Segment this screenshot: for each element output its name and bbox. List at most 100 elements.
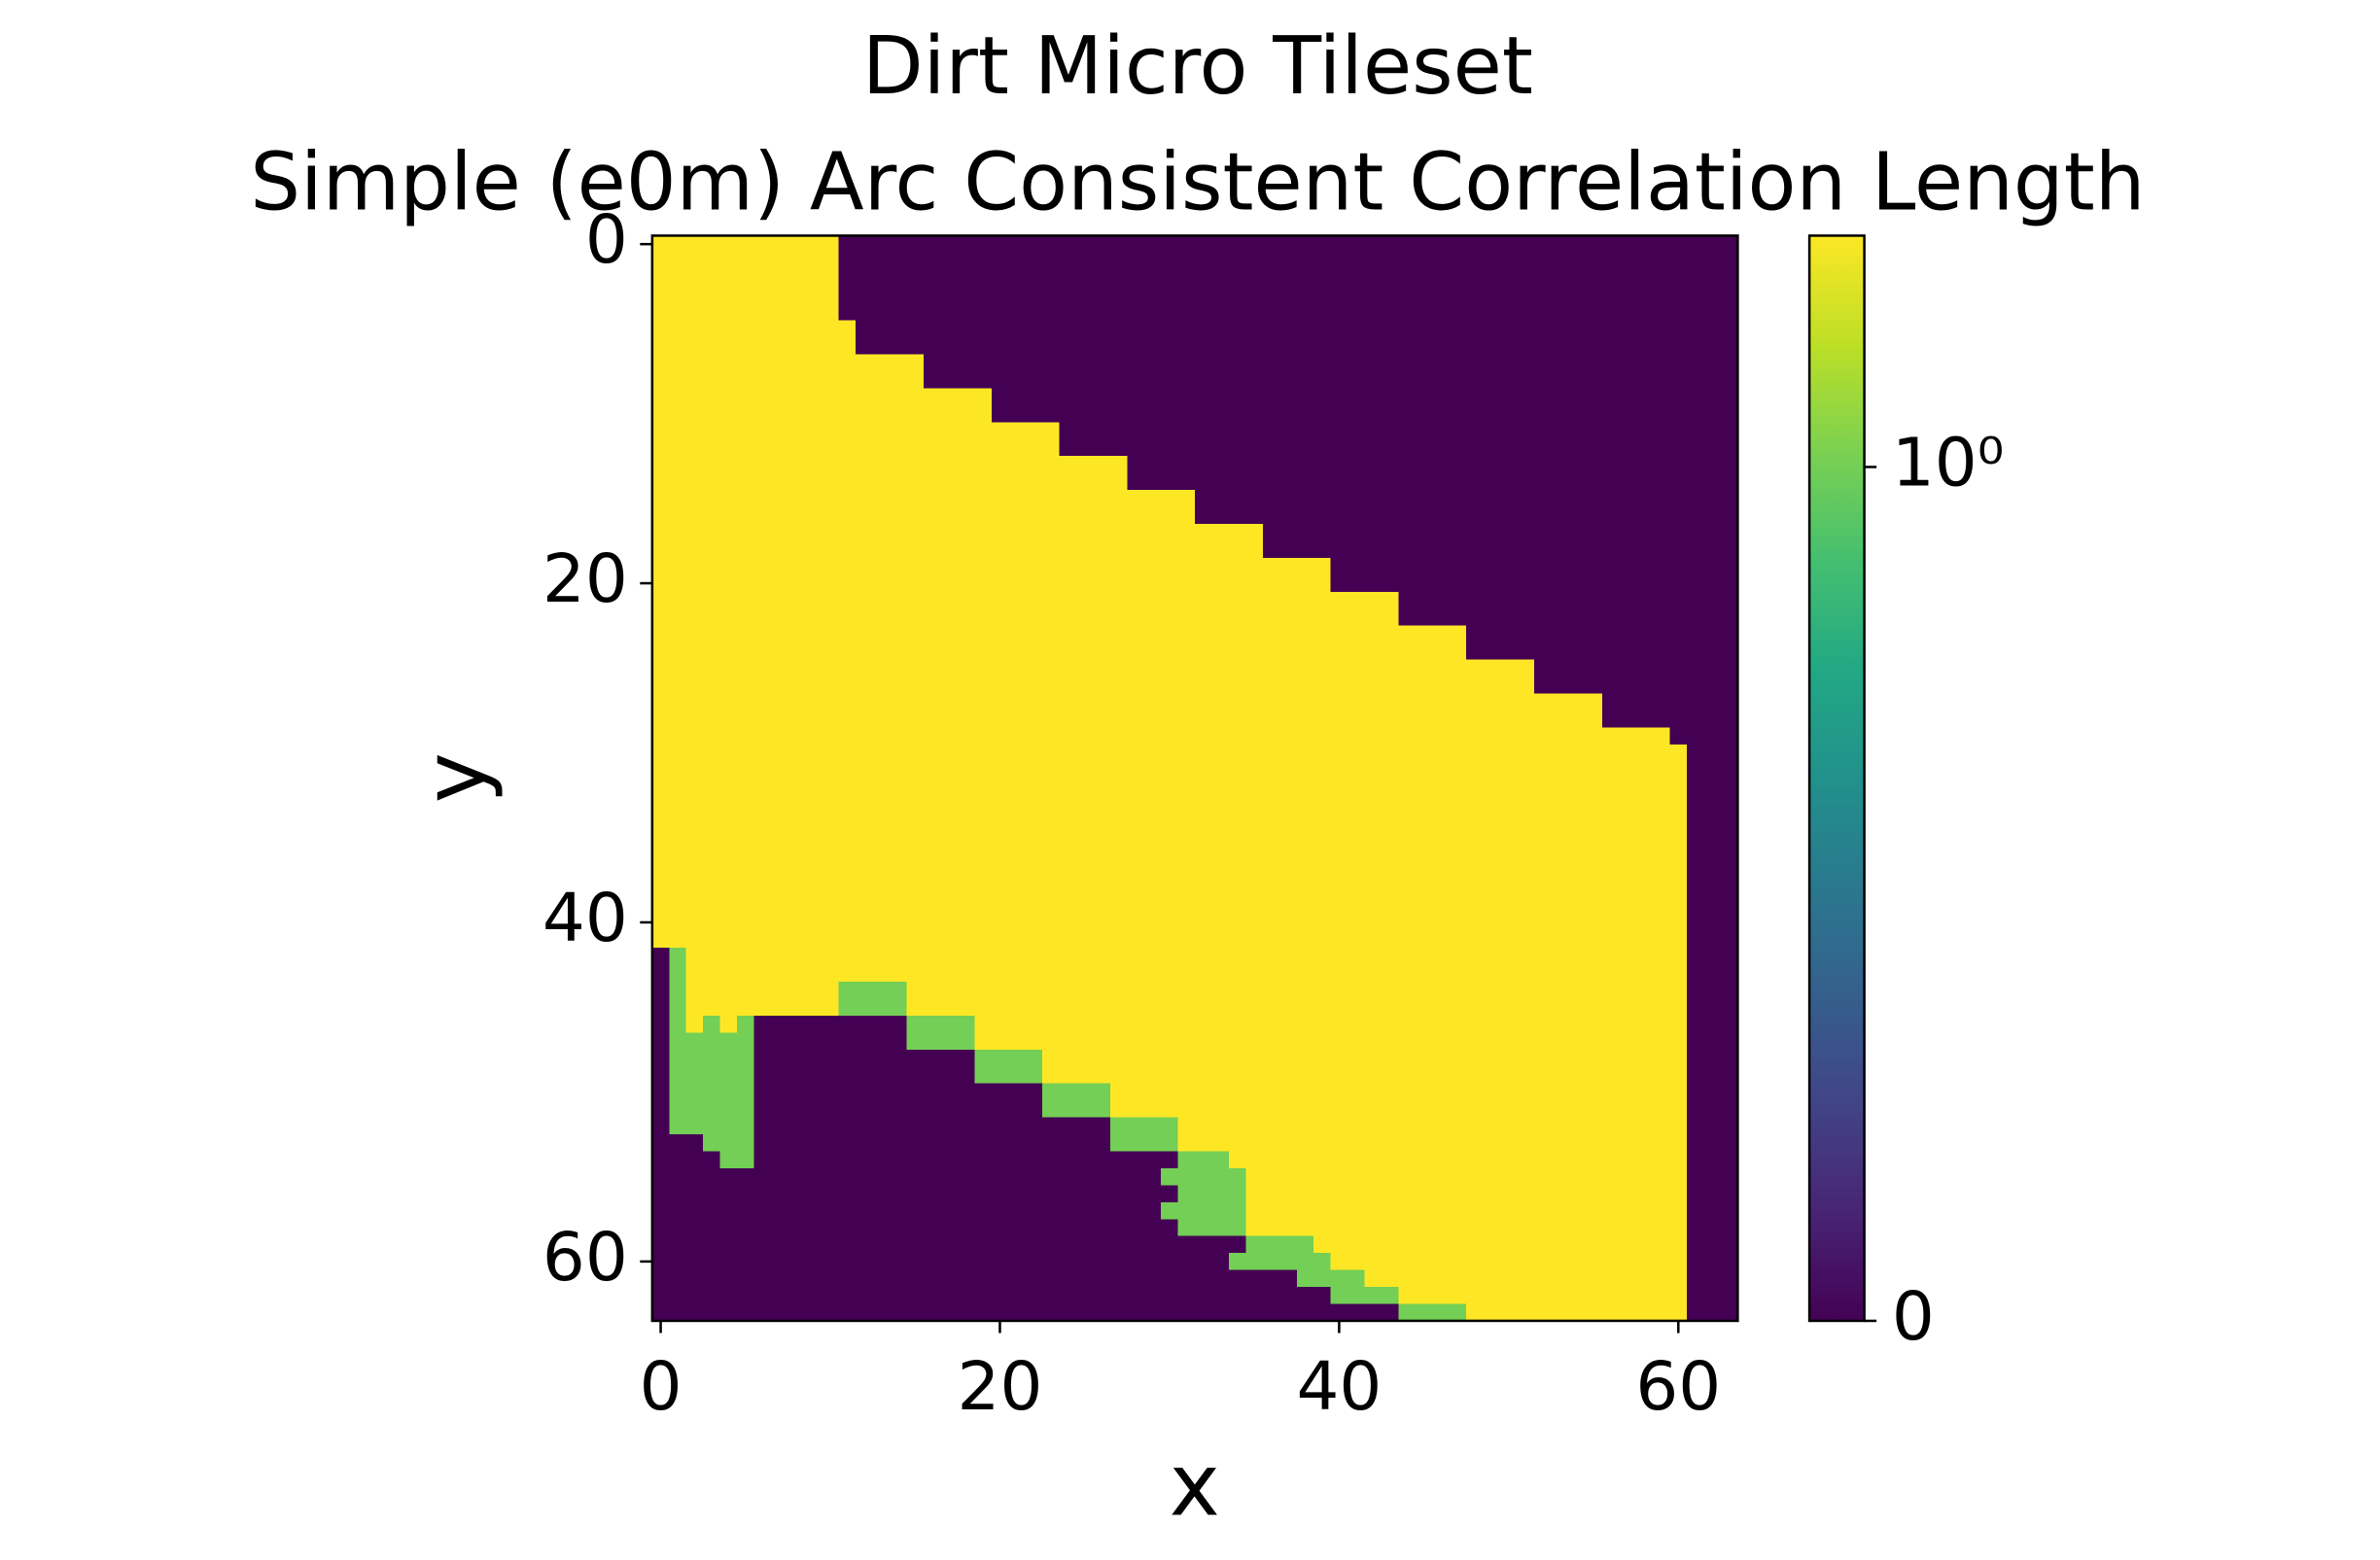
heatmap-cell — [1109, 1117, 1129, 1135]
heatmap-cell — [1398, 303, 1417, 322]
heatmap-cell — [957, 388, 976, 406]
heatmap-cell — [1330, 337, 1349, 356]
heatmap-cell — [753, 998, 772, 1017]
heatmap-cell — [1415, 490, 1434, 508]
heatmap-cell — [991, 472, 1010, 492]
heatmap-cell — [1364, 1100, 1382, 1119]
heatmap-cell — [1551, 982, 1569, 1000]
heatmap-cell — [1127, 472, 1145, 492]
heatmap-cell — [1313, 710, 1332, 729]
heatmap-cell — [1279, 1032, 1298, 1051]
heatmap-cell — [1127, 1201, 1145, 1221]
heatmap-cell — [1008, 998, 1027, 1017]
heatmap-cell — [1449, 812, 1468, 830]
heatmap-cell — [1653, 1167, 1671, 1187]
heatmap-cell — [1296, 625, 1315, 644]
heatmap-cell — [1483, 269, 1502, 288]
heatmap-cell — [1601, 1015, 1621, 1034]
heatmap-cell — [737, 1015, 755, 1034]
heatmap-cell — [838, 286, 858, 305]
heatmap-cell — [737, 1303, 755, 1322]
heatmap-cell — [1517, 1049, 1535, 1068]
heatmap-cell — [1585, 422, 1603, 440]
heatmap-cell — [1500, 388, 1519, 406]
heatmap-cell — [1567, 506, 1587, 525]
heatmap-cell — [974, 914, 993, 932]
heatmap-cell — [1008, 608, 1027, 627]
heatmap-cell — [1211, 1219, 1230, 1237]
heatmap-cell — [1228, 795, 1247, 814]
heatmap-cell — [1296, 404, 1315, 424]
heatmap-cell — [1245, 388, 1264, 406]
heatmap-cell — [940, 693, 959, 711]
heatmap-cell — [1601, 1235, 1621, 1255]
heatmap-cell — [1211, 286, 1230, 305]
heatmap-cell — [703, 303, 721, 322]
heatmap-cell — [1567, 456, 1587, 474]
heatmap-cell — [1296, 574, 1315, 593]
heatmap-cell — [1364, 524, 1382, 542]
heatmap-cell — [1025, 506, 1044, 525]
heatmap-cell — [991, 846, 1010, 864]
heatmap-cell — [1551, 1049, 1569, 1068]
x-axis-label: x — [1170, 1436, 1220, 1536]
heatmap-cell — [872, 472, 892, 492]
heatmap-cell — [1703, 948, 1722, 966]
heatmap-cell — [1262, 659, 1281, 677]
heatmap-cell — [1534, 812, 1553, 830]
heatmap-cell — [1330, 1235, 1349, 1255]
heatmap-cell — [1635, 1049, 1655, 1068]
heatmap-cell — [1534, 252, 1553, 271]
heatmap-cell — [906, 812, 925, 830]
heatmap-cell — [1042, 1049, 1061, 1068]
heatmap-cell — [923, 914, 942, 932]
heatmap-cell — [1075, 964, 1095, 983]
heatmap-cell — [1703, 1066, 1722, 1085]
heatmap-cell — [703, 320, 721, 339]
heatmap-cell — [1195, 693, 1213, 711]
heatmap-cell — [1228, 744, 1247, 763]
heatmap-cell — [1551, 557, 1569, 576]
heatmap-cell — [770, 1100, 789, 1119]
heatmap-cell — [1025, 490, 1044, 508]
heatmap-cell — [1449, 388, 1468, 406]
heatmap-cell — [906, 1134, 925, 1153]
heatmap-cell — [822, 1167, 840, 1187]
heatmap-cell — [737, 388, 755, 406]
heatmap-cell — [822, 540, 840, 559]
heatmap-cell — [1127, 948, 1145, 966]
heatmap-cell — [1177, 1185, 1197, 1203]
heatmap-cell — [1619, 914, 1637, 932]
heatmap-cell — [685, 456, 705, 474]
heatmap-cell — [906, 659, 925, 677]
heatmap-cell — [974, 778, 993, 797]
heatmap-cell — [1619, 998, 1637, 1017]
heatmap-cell — [1245, 1287, 1264, 1305]
heatmap-cell — [1195, 438, 1213, 458]
heatmap-cell — [856, 506, 874, 525]
heatmap-cell — [804, 829, 823, 848]
heatmap-cell — [1093, 269, 1111, 288]
heatmap-cell — [669, 490, 687, 508]
heatmap-cell — [1211, 574, 1230, 593]
heatmap-cell — [1127, 235, 1145, 254]
heatmap-cell — [1517, 591, 1535, 610]
heatmap-cell — [1008, 1083, 1027, 1102]
heatmap-cell — [1127, 982, 1145, 1000]
heatmap-cell — [804, 337, 823, 356]
heatmap-cell — [1211, 1049, 1230, 1068]
heatmap-cell — [1364, 303, 1382, 322]
heatmap-cell — [1109, 930, 1129, 950]
heatmap-cell — [669, 812, 687, 830]
heatmap-cell — [651, 659, 671, 677]
heatmap-cell — [788, 1235, 806, 1255]
heatmap-cell — [1500, 591, 1519, 610]
heatmap-cell — [1432, 1287, 1451, 1305]
heatmap-cell — [1109, 1134, 1129, 1153]
heatmap-cell — [1449, 269, 1468, 288]
heatmap-cell — [1075, 659, 1095, 677]
heatmap-cell — [1720, 1032, 1739, 1051]
heatmap-cell — [974, 540, 993, 559]
heatmap-cell — [1143, 761, 1163, 780]
heatmap-cell — [1296, 1219, 1315, 1237]
